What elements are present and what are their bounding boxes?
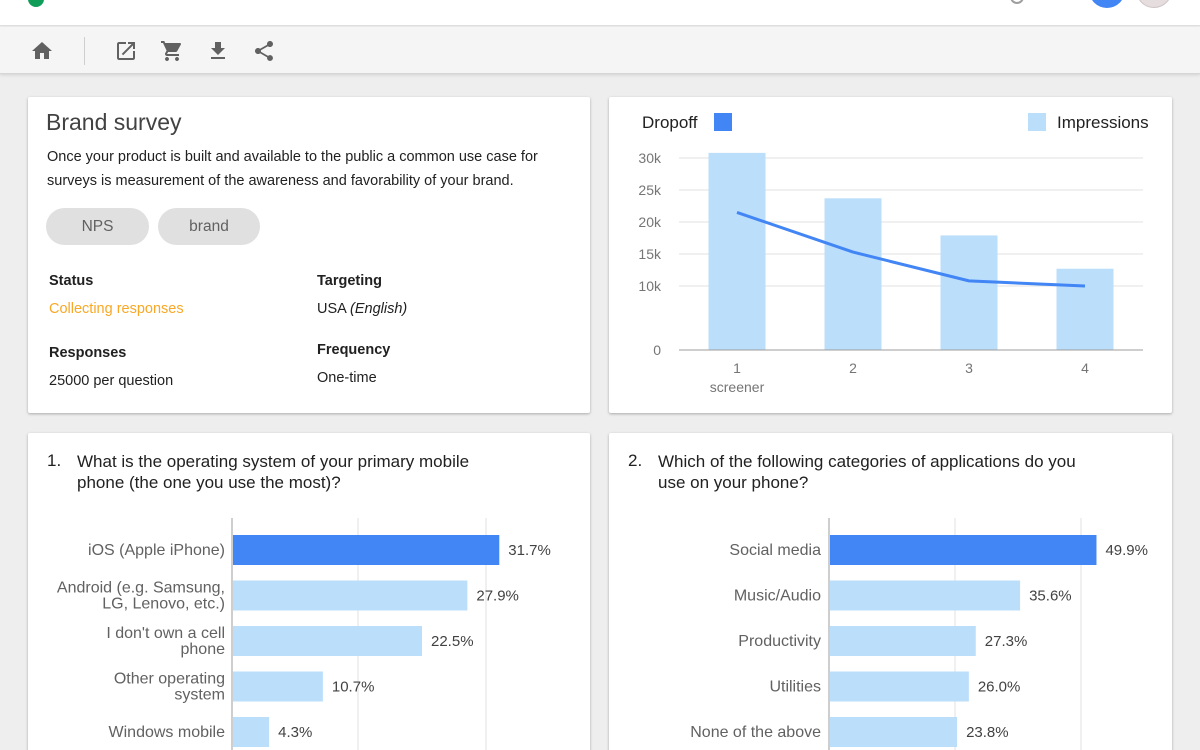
category-label: system xyxy=(174,687,225,704)
frequency-label: Frequency xyxy=(317,342,391,358)
responses-label: Responses xyxy=(49,345,127,361)
x-tick-label: 4 xyxy=(1081,360,1089,376)
value-label: 26.0% xyxy=(978,679,1021,696)
answer-bar xyxy=(830,535,1097,565)
app-bar xyxy=(0,0,1200,26)
responses-value: 25000 per question xyxy=(49,373,174,389)
legend-label-dropoff: Dropoff xyxy=(642,113,698,132)
value-label: 27.9% xyxy=(476,588,519,605)
funnel-chart: 0 10k 15k 20k 25k 30k 1 screener 2 3 4 xyxy=(638,150,1143,395)
value-label: 22.5% xyxy=(431,633,474,650)
y-tick-label: 20k xyxy=(638,214,662,230)
value-label: 27.3% xyxy=(985,633,1028,650)
legend-swatch-dropoff xyxy=(714,113,732,131)
y-tick-label: 15k xyxy=(638,246,662,262)
category-label: iOS (Apple iPhone) xyxy=(88,542,225,559)
funnel-chart-card: Dropoff Impressions 0 10k 15k 20k 25k 30k 1 scr… xyxy=(609,97,1172,413)
value-label: 35.6% xyxy=(1029,588,1072,605)
targeting-value: USA (English) xyxy=(317,301,408,317)
toolbar xyxy=(0,27,1200,74)
value-label: 10.7% xyxy=(332,679,375,696)
y-tick-label: 30k xyxy=(638,150,662,166)
x-tick-sublabel: screener xyxy=(710,379,765,395)
help-icon[interactable] xyxy=(1010,0,1024,4)
answer-bar xyxy=(233,580,468,611)
home-icon[interactable] xyxy=(29,38,55,64)
avatar[interactable] xyxy=(1136,0,1172,8)
x-tick-label: 2 xyxy=(849,360,857,376)
category-label: None of the above xyxy=(690,724,821,741)
value-label: 23.8% xyxy=(966,724,1009,741)
question-text: What is the operating system of your pri… xyxy=(77,452,470,492)
tag-chip-brand[interactable]: brand xyxy=(158,208,260,245)
targeting-label: Targeting xyxy=(317,273,382,289)
question-1-bar-chart: 31.7% iOS (Apple iPhone) 27.9% Android (e.g… xyxy=(57,518,551,750)
status-value: Collecting responses xyxy=(49,301,184,317)
download-icon[interactable] xyxy=(205,38,231,64)
dropoff-line xyxy=(736,210,1086,288)
status-label: Status xyxy=(49,273,94,289)
y-tick-label: 0 xyxy=(653,342,661,358)
category-label: LG, Lenovo, etc.) xyxy=(102,596,225,613)
value-label: 4.3% xyxy=(278,724,312,741)
impressions-bar xyxy=(1056,268,1114,350)
answer-bar xyxy=(830,626,976,656)
question-number: 2. xyxy=(628,451,643,470)
impressions-bar xyxy=(940,235,998,350)
frequency-value: One-time xyxy=(317,370,377,386)
category-label: phone xyxy=(181,641,226,658)
category-label: I don't own a cell xyxy=(106,625,225,642)
legend-swatch-impressions xyxy=(1028,113,1046,131)
answer-bar xyxy=(830,580,1021,611)
answer-bar xyxy=(233,626,422,656)
impressions-bar xyxy=(824,198,882,350)
share-icon[interactable] xyxy=(251,38,277,64)
x-tick-label: 3 xyxy=(965,360,973,376)
open-in-new-icon[interactable] xyxy=(113,38,139,64)
answer-bar xyxy=(830,671,969,702)
category-label: Music/Audio xyxy=(734,588,821,605)
answer-bar xyxy=(233,717,270,747)
toolbar-divider xyxy=(84,37,85,65)
category-label: Windows mobile xyxy=(109,724,226,741)
card-title: Brand survey xyxy=(46,109,182,135)
category-label: Utilities xyxy=(769,679,821,696)
answer-bar xyxy=(233,535,500,565)
question-2-bar-chart: 49.9% Social media 35.6% Music/Audio 27.3% Pr… xyxy=(690,518,1148,750)
x-tick-label: 1 xyxy=(733,360,741,376)
category-label: Other operating xyxy=(114,671,225,688)
app-logo xyxy=(28,0,44,7)
question-card-2: 2. Which of the following categories of … xyxy=(609,433,1172,750)
impressions-bar xyxy=(708,152,766,350)
brand-survey-card: Brand survey Once your product is built … xyxy=(28,97,590,413)
tag-chip-nps[interactable]: NPS xyxy=(46,208,149,245)
card-description: Once your product is built and available… xyxy=(47,149,538,189)
category-label: Productivity xyxy=(738,633,821,650)
y-tick-label: 25k xyxy=(638,182,662,198)
value-label: 49.9% xyxy=(1105,542,1148,559)
category-label: Android (e.g. Samsung, xyxy=(57,580,225,597)
y-tick-label: 10k xyxy=(638,278,662,294)
category-label: Social media xyxy=(729,542,821,559)
shopping-cart-icon[interactable] xyxy=(159,38,185,64)
legend-label-impressions: Impressions xyxy=(1057,113,1149,132)
question-number: 1. xyxy=(47,451,62,470)
question-card-1: 1. What is the operating system of your … xyxy=(28,433,590,750)
answer-bar xyxy=(233,671,323,702)
answer-bar xyxy=(830,717,958,747)
value-label: 31.7% xyxy=(508,542,551,559)
account-button[interactable] xyxy=(1089,0,1125,8)
question-text: Which of the following categories of app… xyxy=(658,452,1076,492)
